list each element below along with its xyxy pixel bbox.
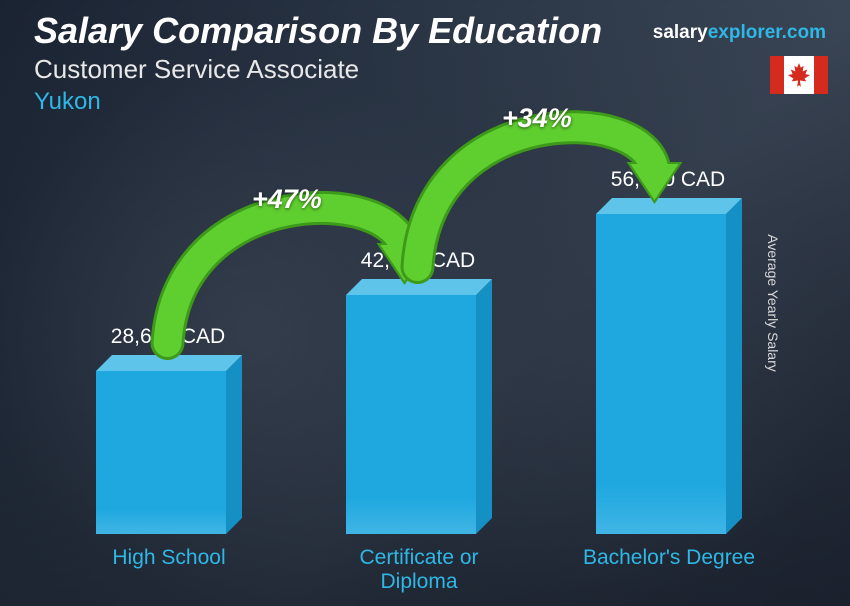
flag-left-band [770,56,784,94]
bars-area: 28,600 CADHigh School42,000 CADCertifica… [66,140,772,534]
maple-leaf-icon [788,63,810,87]
brand-part2: explorer.com [708,22,826,43]
brand-part1: salary [653,22,708,43]
brand-logo: salaryexplorer.com [653,22,826,44]
chart-title: Salary Comparison By Education [34,10,602,52]
chart-region: Yukon [34,88,101,116]
arrow-svg [66,140,772,534]
bar-category-label: Bachelor's Degree [574,546,764,570]
increase-arrow-1: +34% [66,140,772,534]
bar-category-label: High School [74,546,264,570]
canada-flag-icon [770,56,828,94]
bar-category-label: Certificate or Diploma [324,546,514,594]
flag-center [784,56,814,94]
infographic-container: Salary Comparison By Education Customer … [0,0,850,606]
chart-subtitle: Customer Service Associate [34,54,359,85]
increase-pct-label: +34% [502,103,572,134]
flag-right-band [814,56,828,94]
